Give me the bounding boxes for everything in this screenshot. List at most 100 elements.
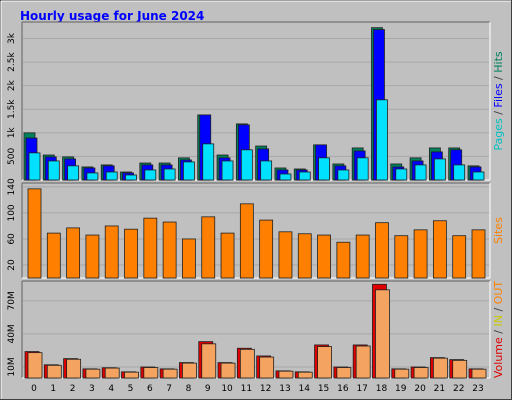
legend-entry: IN	[492, 315, 505, 326]
bar	[432, 357, 448, 379]
x-tick-label: 1	[50, 384, 56, 394]
bar	[85, 234, 100, 279]
x-tick-label: 11	[241, 384, 252, 394]
legend-entry: Volume	[492, 337, 505, 378]
bar	[67, 165, 80, 181]
bar	[297, 233, 312, 279]
bar	[144, 169, 157, 181]
bar	[395, 168, 408, 181]
bar	[432, 220, 447, 279]
y-tick-label: 2.5k	[7, 52, 17, 72]
bar	[452, 359, 468, 379]
x-tick-label: 7	[166, 384, 172, 394]
legend-entry: Files	[492, 83, 505, 107]
bar	[317, 346, 332, 379]
bar	[143, 217, 158, 279]
legend-entry: /	[492, 327, 505, 338]
bar	[336, 367, 352, 379]
y-tick-label: 10M	[7, 357, 17, 376]
bar	[414, 164, 427, 181]
bar	[104, 367, 120, 379]
bar	[376, 99, 388, 181]
bar	[394, 368, 410, 379]
x-tick-label: 21	[434, 384, 445, 394]
x-tick-label: 9	[205, 384, 211, 394]
panel	[22, 281, 490, 378]
bar	[298, 171, 311, 181]
bar	[27, 188, 42, 279]
bar	[452, 235, 467, 279]
bar	[239, 348, 255, 379]
x-tick-label: 4	[108, 384, 114, 394]
legend-entry: OUT	[492, 281, 505, 305]
x-tick-label: 23	[472, 384, 483, 394]
bar	[318, 157, 330, 181]
y-tick-label: 1.5k	[7, 99, 17, 119]
bar	[413, 367, 429, 379]
bar	[201, 343, 217, 379]
bar	[85, 368, 101, 379]
x-tick-label: 16	[337, 384, 349, 394]
x-tick-label: 8	[186, 384, 192, 394]
bar	[297, 371, 313, 379]
y-tick-label: 20	[7, 259, 17, 271]
x-tick-label: 3	[89, 384, 95, 394]
y-tick-label: 3k	[7, 32, 17, 44]
x-tick-label: 19	[395, 384, 407, 394]
y-tick-label: 70M	[7, 291, 17, 310]
bar	[259, 219, 274, 279]
bar	[375, 222, 389, 279]
bar	[66, 227, 81, 279]
bar	[413, 229, 428, 279]
bar	[124, 371, 139, 379]
bar	[278, 370, 294, 379]
bar	[453, 164, 466, 181]
bar	[183, 161, 195, 181]
x-tick-label: 5	[128, 384, 134, 394]
bar	[260, 160, 273, 181]
bar	[46, 232, 61, 279]
x-tick-label: 20	[414, 384, 426, 394]
bar	[143, 367, 159, 379]
bar	[182, 238, 196, 279]
bar	[356, 157, 369, 181]
legend-entry: Pages	[492, 118, 505, 151]
bar	[47, 160, 60, 181]
bar	[279, 173, 292, 181]
legend-entry: /	[492, 73, 505, 84]
bar	[337, 169, 350, 181]
bar	[86, 172, 99, 181]
panel	[22, 183, 490, 278]
legend-entry: Sites	[492, 217, 505, 244]
y-tick-label: 60	[7, 233, 17, 245]
bar	[162, 221, 177, 279]
bar	[66, 358, 82, 379]
x-tick-label: 10	[221, 384, 233, 394]
chart-title: Hourly usage for June 2024	[20, 9, 204, 23]
bar	[471, 368, 487, 379]
bar	[27, 352, 43, 379]
x-tick-label: 0	[31, 384, 37, 394]
y-tick-label: 100	[7, 204, 17, 221]
bar	[220, 362, 236, 379]
x-tick-label: 13	[279, 384, 290, 394]
x-tick-label: 12	[260, 384, 271, 394]
x-tick-label: 15	[318, 384, 329, 394]
bar	[28, 152, 41, 181]
legend: Pages / Files / Hits	[492, 51, 505, 151]
x-tick-label: 14	[299, 384, 311, 394]
bar	[394, 235, 409, 279]
bar	[355, 345, 371, 379]
bar	[355, 234, 370, 279]
bar	[105, 171, 118, 181]
bar	[336, 241, 351, 279]
x-tick-label: 18	[376, 384, 388, 394]
bar	[104, 225, 119, 279]
bar	[182, 362, 197, 379]
bar	[221, 160, 234, 181]
bar	[163, 168, 176, 181]
bar	[317, 234, 331, 279]
x-tick-label: 6	[147, 384, 153, 394]
bar	[433, 158, 446, 181]
